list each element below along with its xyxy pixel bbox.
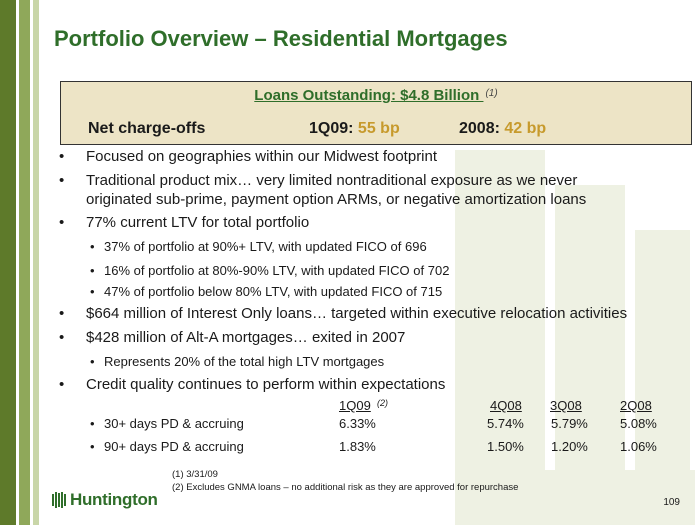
left-accent-bar-light xyxy=(19,0,30,525)
loans-outstanding-text: Loans Outstanding: $4.8 Billion xyxy=(254,87,484,104)
column-header: 2Q08 xyxy=(620,398,652,413)
row-label: 90+ days PD & accruing xyxy=(104,439,244,454)
footnote: (1) 3/31/09 xyxy=(172,469,218,480)
footnote-ref: (1) xyxy=(485,88,498,99)
summary-box: Loans Outstanding: $4.8 Billion (1) Net … xyxy=(60,81,692,145)
table-cell: 1.50% xyxy=(487,439,524,454)
table-cell: 1.06% xyxy=(620,439,657,454)
page-number: 109 xyxy=(663,497,680,508)
huntington-logo: Huntington xyxy=(52,489,158,511)
q1-value: 55 bp xyxy=(357,120,400,137)
left-accent-bar-pale xyxy=(33,0,39,525)
column-header: 1Q09 xyxy=(339,398,371,413)
table-cell: 6.33% xyxy=(339,416,376,431)
logo-text: Huntington xyxy=(70,490,158,509)
huntington-logo-icon xyxy=(52,492,66,508)
loans-outstanding: Loans Outstanding: $4.8 Billion (1) xyxy=(61,87,691,104)
y2008-label: 2008: xyxy=(459,120,500,137)
q1-chargeoffs: 1Q09: 55 bp xyxy=(309,120,400,138)
left-accent-gap xyxy=(16,0,19,525)
table-cell: 5.08% xyxy=(620,416,657,431)
column-header: 3Q08 xyxy=(550,398,582,413)
row-label: 30+ days PD & accruing xyxy=(104,416,244,431)
footnote-ref: (2) xyxy=(377,398,388,408)
y2008-value: 42 bp xyxy=(504,120,547,137)
q1-label: 1Q09: xyxy=(309,120,354,137)
left-accent-bar xyxy=(0,0,16,525)
y2008-chargeoffs: 2008: 42 bp xyxy=(459,120,546,138)
page-title: Portfolio Overview – Residential Mortgag… xyxy=(54,26,508,51)
footnote: (2) Excludes GNMA loans – no additional … xyxy=(172,482,519,493)
chargeoffs-label: Net charge-offs xyxy=(88,120,206,137)
table-cell: 1.83% xyxy=(339,439,376,454)
left-accent-gap xyxy=(30,0,33,525)
column-header: 4Q08 xyxy=(490,398,522,413)
table-cell: 5.79% xyxy=(551,416,588,431)
table-cell: 1.20% xyxy=(551,439,588,454)
table-cell: 5.74% xyxy=(487,416,524,431)
